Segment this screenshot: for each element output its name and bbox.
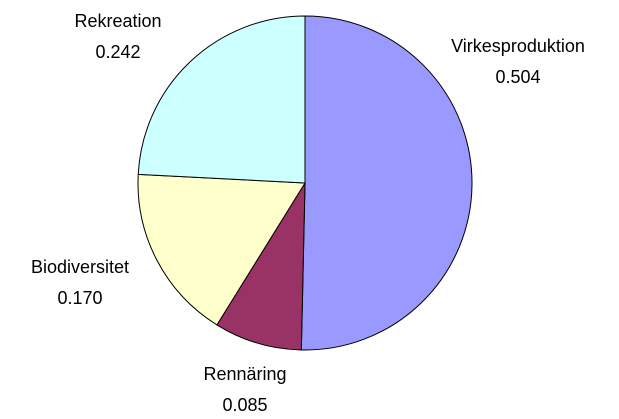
slice-label: Biodiversitet — [31, 257, 129, 277]
pie-slice — [137, 15, 306, 184]
slice-value-label: 0.504 — [495, 67, 540, 87]
slice-value-label: 0.170 — [57, 288, 102, 308]
pie-slice — [137, 173, 306, 326]
slice-value-label: 0.242 — [95, 42, 140, 62]
slice-label: Rekreation — [74, 11, 161, 31]
pie-slice — [300, 15, 473, 351]
slice-label: Rennäring — [203, 364, 286, 384]
pie-slice — [216, 181, 306, 351]
slice-value-label: 0.085 — [222, 395, 267, 415]
slice-label: Virkesproduktion — [451, 36, 585, 56]
